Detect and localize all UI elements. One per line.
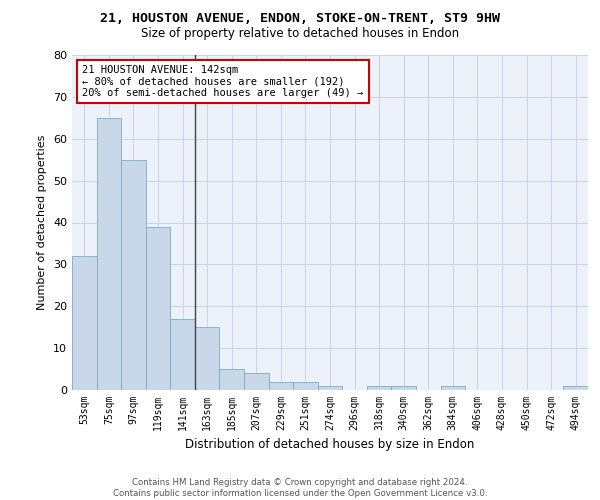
Text: 21 HOUSTON AVENUE: 142sqm
← 80% of detached houses are smaller (192)
20% of semi: 21 HOUSTON AVENUE: 142sqm ← 80% of detac…	[82, 65, 364, 98]
Bar	[391, 386, 416, 390]
Text: Size of property relative to detached houses in Endon: Size of property relative to detached ho…	[141, 28, 459, 40]
Bar	[220, 369, 244, 390]
Bar	[563, 386, 588, 390]
Bar	[440, 386, 465, 390]
Y-axis label: Number of detached properties: Number of detached properties	[37, 135, 47, 310]
Bar	[97, 118, 121, 390]
Bar	[293, 382, 318, 390]
X-axis label: Distribution of detached houses by size in Endon: Distribution of detached houses by size …	[185, 438, 475, 452]
Bar	[269, 382, 293, 390]
Bar	[146, 226, 170, 390]
Bar	[121, 160, 146, 390]
Text: 21, HOUSTON AVENUE, ENDON, STOKE-ON-TRENT, ST9 9HW: 21, HOUSTON AVENUE, ENDON, STOKE-ON-TREN…	[100, 12, 500, 26]
Text: Contains HM Land Registry data © Crown copyright and database right 2024.
Contai: Contains HM Land Registry data © Crown c…	[113, 478, 487, 498]
Bar	[72, 256, 97, 390]
Bar	[318, 386, 342, 390]
Bar	[170, 319, 195, 390]
Bar	[195, 327, 220, 390]
Bar	[367, 386, 391, 390]
Bar	[244, 373, 269, 390]
